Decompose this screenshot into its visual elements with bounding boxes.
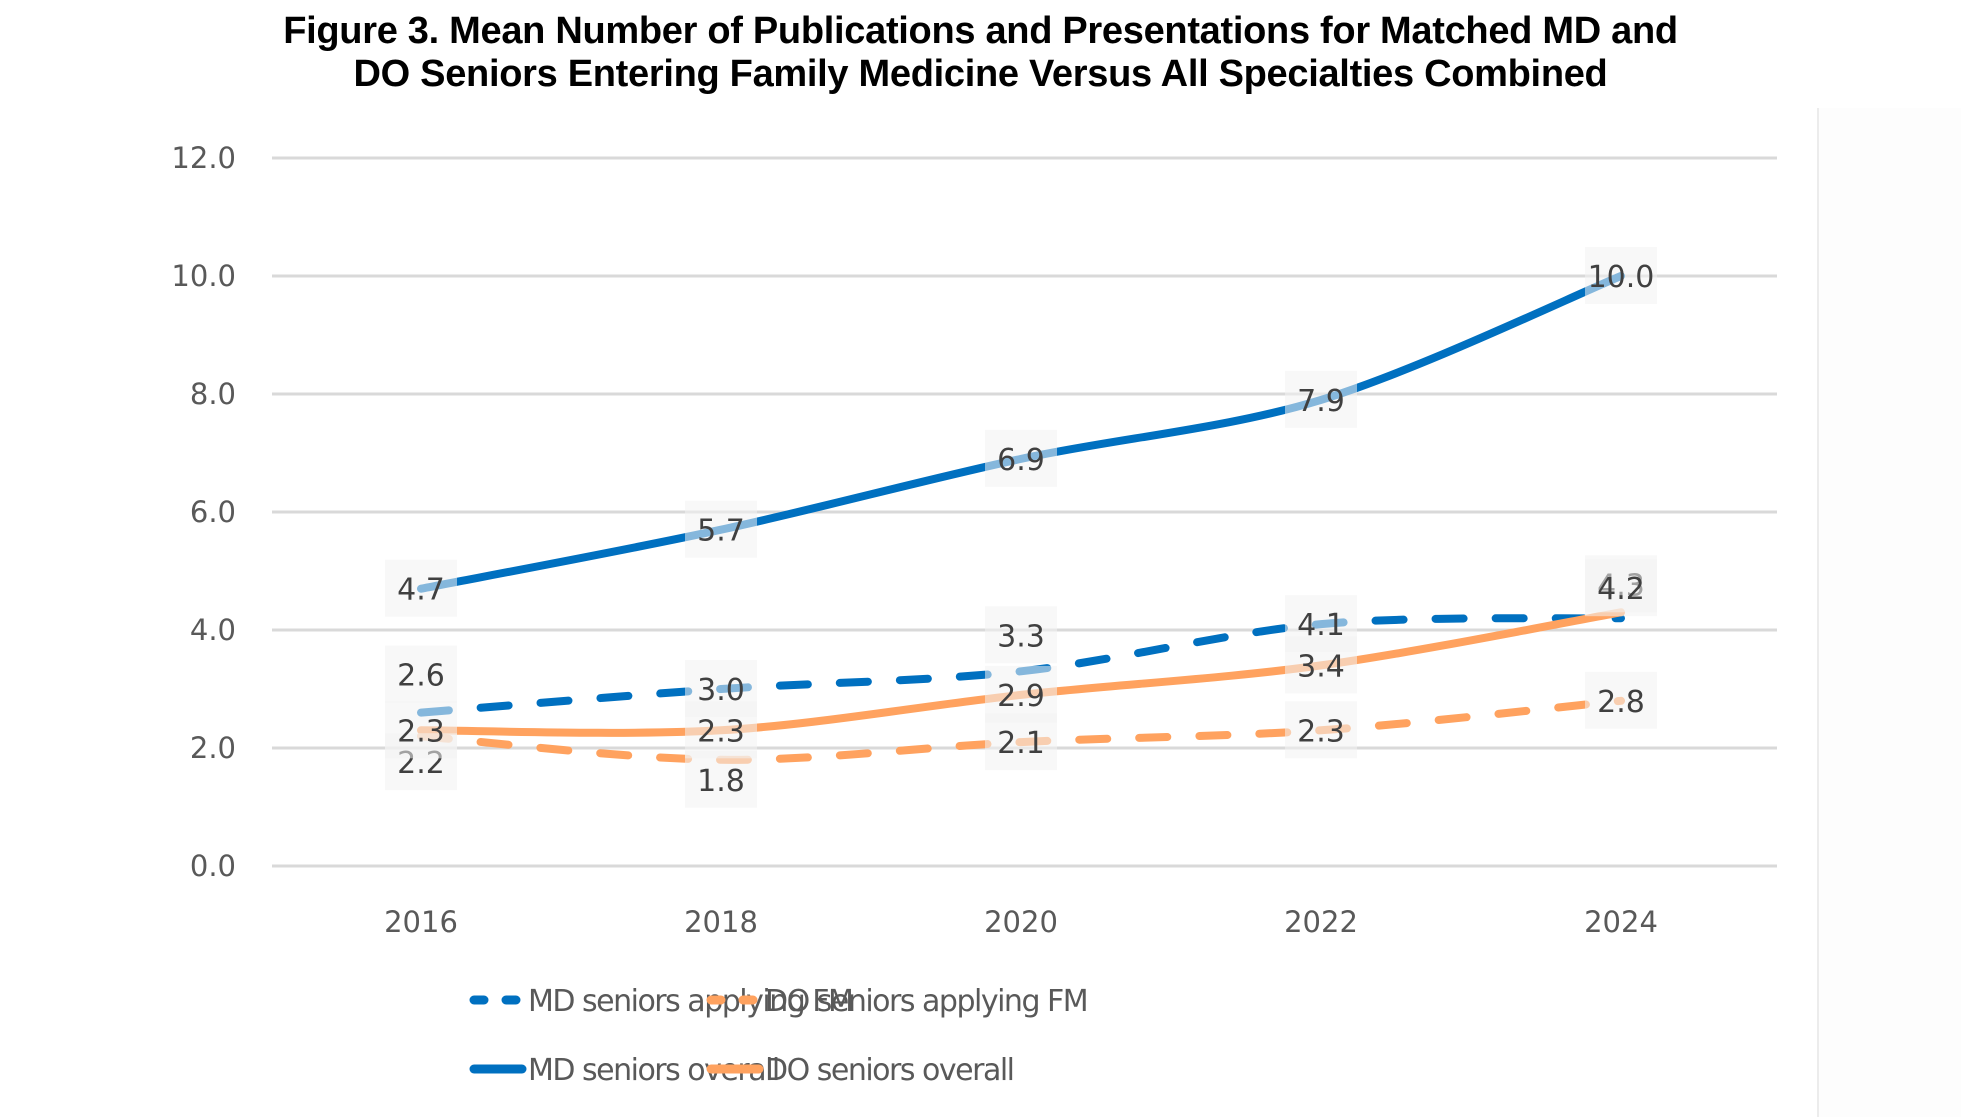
gridlines	[272, 156, 1777, 868]
legend-item[interactable]: DO seniors overall	[706, 1053, 1015, 1088]
x-tick-label: 2022	[1284, 905, 1358, 939]
data-label-text: 3.0	[697, 673, 745, 708]
data-label-text: 4.2	[1597, 572, 1645, 607]
y-tick-label: 8.0	[190, 377, 236, 411]
data-label: 7.9	[1285, 370, 1357, 428]
data-label-text: 2.3	[397, 714, 445, 749]
data-label-text: 7.9	[1297, 384, 1345, 419]
x-tick-label: 2020	[984, 905, 1058, 939]
y-tick-label: 12.0	[171, 141, 236, 175]
data-label: 1.8	[685, 750, 757, 808]
data-label: 4.2	[1585, 559, 1657, 617]
x-tick-label: 2016	[384, 905, 458, 939]
x-tick-label: 2024	[1584, 905, 1658, 939]
data-label: 4.1	[1285, 595, 1357, 653]
y-axis: 0.0 2.0 4.0 6.0 8.0 10.0 12.0	[171, 141, 236, 883]
side-panel-divider	[1817, 108, 1961, 1117]
data-label: 2.8	[1585, 671, 1657, 729]
legend-label: MD seniors applying FM	[528, 984, 852, 1019]
y-tick-label: 0.0	[190, 849, 236, 883]
data-label: 2.3	[385, 701, 457, 759]
legend-label: DO seniors applying FM	[765, 984, 1087, 1019]
data-label-text: 6.9	[997, 443, 1045, 478]
data-label-box	[1285, 595, 1357, 653]
data-label-text: 2.3	[697, 714, 745, 749]
y-tick-label: 10.0	[171, 259, 236, 293]
data-label: 3.0	[685, 660, 757, 717]
data-label-box	[1585, 247, 1657, 304]
data-label-box	[1285, 701, 1357, 759]
y-tick-label: 6.0	[190, 495, 236, 529]
legend-item[interactable]: MD seniors applying FM	[469, 984, 854, 1019]
data-label-text: 2.1	[997, 726, 1045, 761]
data-label-box	[985, 429, 1057, 487]
data-label-box	[985, 606, 1057, 664]
data-label-text: 1.8	[697, 764, 745, 799]
chart-title-line-1: Figure 3. Mean Number of Publications an…	[283, 10, 1678, 52]
data-label-text: 4.7	[397, 573, 445, 608]
data-label: 2.3	[1285, 701, 1357, 759]
data-label-text: 2.8	[1597, 685, 1645, 720]
chart-title-line-2: DO Seniors Entering Family Medicine Vers…	[353, 53, 1608, 95]
data-label: 5.7	[685, 500, 757, 558]
data-label-box	[385, 559, 457, 617]
data-label: 10.0	[1585, 247, 1657, 304]
legend-item[interactable]: DO seniors applying FM	[706, 984, 1089, 1019]
x-tick-label: 2018	[684, 905, 758, 939]
data-label: 3.3	[985, 606, 1057, 664]
data-label-text: 2.9	[997, 679, 1045, 714]
data-label-box	[1585, 559, 1657, 617]
data-label-text: 4.1	[1297, 608, 1345, 643]
legend-label: DO seniors overall	[765, 1053, 1014, 1088]
data-label-text: 3.4	[1297, 649, 1345, 684]
data-label-box	[385, 701, 457, 759]
data-label: 2.6	[385, 645, 457, 703]
data-label-text: 3.3	[997, 619, 1045, 654]
data-label-text: 2.3	[1297, 714, 1345, 749]
y-tick-label: 4.0	[190, 613, 236, 647]
data-label-box	[385, 645, 457, 703]
data-label-box	[1285, 370, 1357, 428]
data-label-box	[985, 665, 1057, 723]
data-label-box	[685, 500, 757, 558]
data-label: 4.7	[385, 559, 457, 617]
data-label: 2.9	[985, 665, 1057, 723]
chart-title: Figure 3. Mean Number of Publications an…	[0, 10, 1961, 96]
data-label-text: 10.0	[1588, 260, 1655, 295]
data-label-box	[685, 750, 757, 808]
y-tick-label: 2.0	[190, 731, 236, 765]
data-label-text: 5.7	[697, 514, 745, 549]
data-label: 6.9	[985, 429, 1057, 487]
x-axis: 2016 2018 2020 2022 2024	[384, 905, 1658, 939]
data-label-text: 2.6	[397, 659, 445, 694]
data-labels: 2.21.82.12.32.82.32.32.93.44.32.63.03.34…	[385, 247, 1657, 808]
data-label-box	[1585, 671, 1657, 729]
data-label-box	[685, 660, 757, 717]
